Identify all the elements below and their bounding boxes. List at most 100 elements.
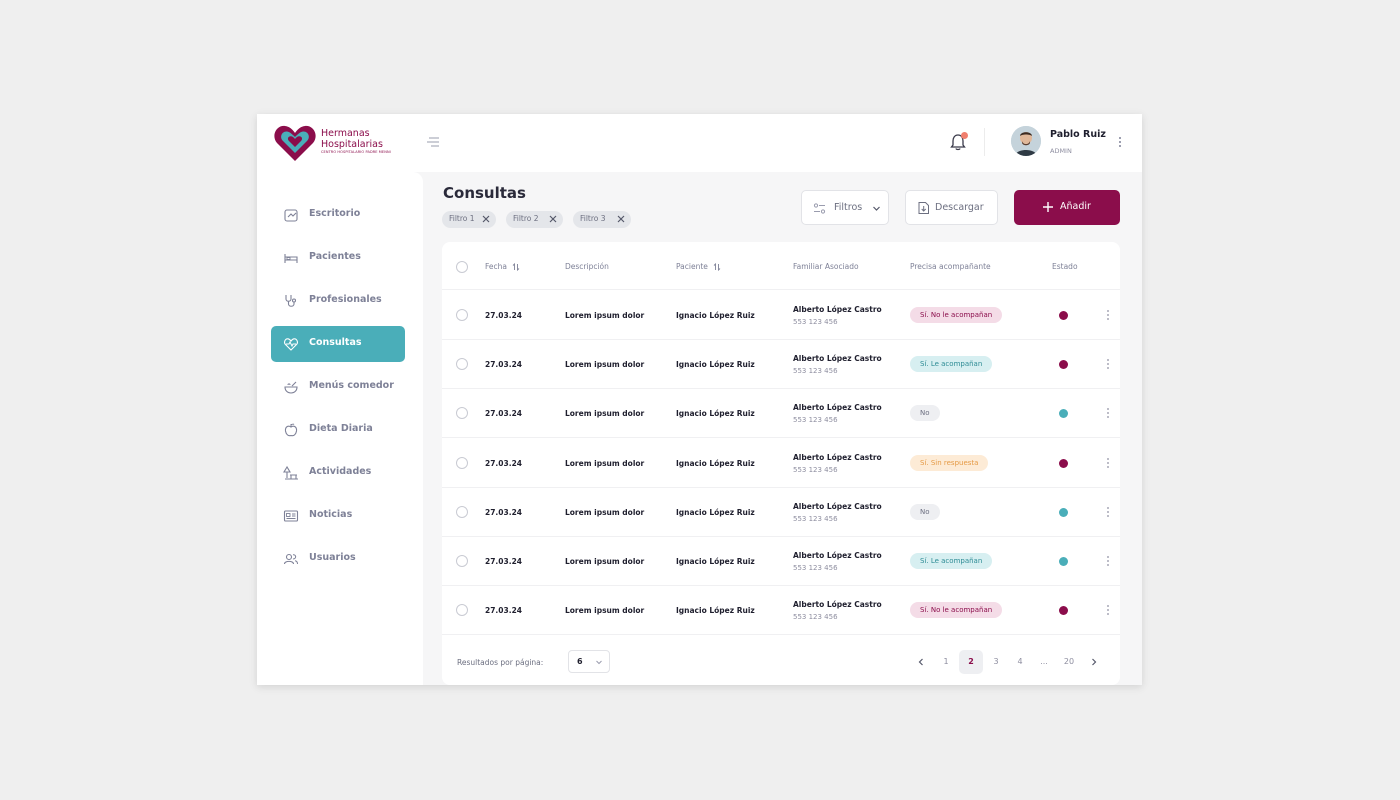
table-row[interactable]: 27.03.24 Lorem ipsum dolor Ignacio López R…: [442, 488, 1120, 537]
user-name: Pablo Ruiz: [1050, 129, 1106, 140]
row-checkbox[interactable]: [456, 456, 468, 469]
table-row[interactable]: 27.03.24 Lorem ipsum dolor Ignacio López R…: [442, 340, 1120, 390]
more-vertical-icon[interactable]: [1106, 407, 1110, 419]
row-checkbox[interactable]: [456, 505, 468, 518]
close-icon[interactable]: [617, 215, 625, 223]
sidebar-item-pacientes[interactable]: Pacientes: [271, 240, 405, 276]
filter-chip-3[interactable]: Filtro 3: [573, 211, 631, 228]
brand-name: Hermanas Hospitalarias: [321, 128, 383, 150]
companion-badge: No: [910, 405, 940, 422]
row-checkbox[interactable]: [456, 407, 468, 420]
cell-date: 27.03.24: [485, 557, 523, 566]
brand-subtitle: CENTRO HOSPITALARIO PADRE MENNI: [321, 150, 391, 154]
column-header-fecha[interactable]: Fecha: [485, 262, 520, 271]
more-vertical-icon[interactable]: [1116, 135, 1124, 149]
sidebar-item-profesionales[interactable]: Profesionales: [271, 283, 405, 319]
sidebar-item-consultas[interactable]: Consultas: [271, 326, 405, 362]
cell-patient: Ignacio López Ruiz: [676, 311, 755, 320]
filter-chip-label: Filtro 1: [449, 214, 475, 223]
companion-badge: Sí. No le acompañan: [910, 602, 1003, 619]
sliders-icon: [813, 203, 826, 214]
column-header-acompanante: Precisa acompañante: [910, 262, 991, 271]
filters-button[interactable]: Filtros: [801, 190, 889, 225]
pagination-page-20[interactable]: 20: [1063, 657, 1075, 666]
pagination-prev-button[interactable]: [909, 650, 933, 674]
bowl-icon: [284, 381, 298, 394]
filter-chip-1[interactable]: Filtro 1: [442, 211, 496, 228]
row-checkbox[interactable]: [456, 555, 468, 567]
sort-icon[interactable]: [713, 263, 721, 271]
sidebar-item-usuarios[interactable]: Usuarios: [271, 541, 405, 577]
table-row[interactable]: 27.03.24 Lorem ipsum dolor Ignacio López R…: [442, 389, 1120, 439]
table-row[interactable]: 27.03.24 Lorem ipsum dolor Ignacio López R…: [442, 439, 1120, 488]
pagination-page-4[interactable]: 4: [1017, 657, 1023, 666]
table-header: Fecha Descripción Paciente Familiar Asoc…: [442, 242, 1120, 290]
sidebar-item-label: Consultas: [309, 337, 362, 348]
cell-relative: Alberto López Castro: [793, 354, 882, 364]
filters-button-label: Filtros: [834, 202, 863, 213]
pagination-next-button[interactable]: [1082, 650, 1106, 674]
status-dot: [1059, 557, 1068, 566]
sidebar-item-escritorio[interactable]: Escritorio: [271, 197, 405, 233]
cell-date: 27.03.24: [485, 606, 523, 616]
chevron-down-icon: [596, 660, 602, 665]
pagination-page-3[interactable]: 3: [993, 657, 999, 666]
pagination-page-2[interactable]: 2: [959, 650, 983, 674]
filter-chip-2[interactable]: Filtro 2: [506, 211, 563, 228]
cell-date: 27.03.24: [485, 409, 523, 419]
row-checkbox[interactable]: [456, 309, 468, 321]
companion-badge: Sí. No le acompañan: [910, 307, 1003, 323]
cell-patient: Ignacio López Ruiz: [676, 606, 755, 616]
add-button[interactable]: Añadir: [1014, 190, 1120, 225]
more-vertical-icon[interactable]: [1106, 506, 1110, 518]
bed-icon: [284, 254, 298, 263]
table-row[interactable]: 27.03.24 Lorem ipsum dolor Ignacio López R…: [442, 291, 1120, 340]
status-dot: [1059, 360, 1068, 370]
close-icon[interactable]: [549, 215, 557, 223]
avatar[interactable]: [1011, 126, 1041, 156]
cell-patient: Ignacio López Ruiz: [676, 360, 755, 370]
sidebar-item-label: Menús comedor: [309, 380, 394, 391]
sidebar-item-dieta-diaria[interactable]: Dieta Diaria: [271, 412, 405, 448]
table-row[interactable]: 27.03.24 Lorem ipsum dolor Ignacio López R…: [442, 586, 1120, 636]
row-checkbox[interactable]: [456, 358, 468, 371]
status-dot: [1059, 507, 1068, 517]
more-vertical-icon[interactable]: [1106, 309, 1110, 321]
avatar-photo: [1011, 126, 1041, 156]
consultas-table-card: Fecha Descripción Paciente Familiar Asoc…: [442, 242, 1120, 685]
select-all-checkbox[interactable]: [456, 261, 468, 273]
cell-relative-phone: 553 123 456: [793, 416, 838, 425]
cell-relative-phone: 553 123 456: [793, 564, 838, 572]
cell-patient: Ignacio López Ruiz: [676, 458, 755, 468]
sidebar-item-actividades[interactable]: Actividades: [271, 455, 405, 491]
download-button[interactable]: Descargar: [905, 190, 998, 225]
chevron-left-icon: [918, 658, 923, 666]
desk-icon: [284, 209, 298, 222]
column-header-label: Fecha: [485, 262, 507, 271]
sidebar-item-noticias[interactable]: Noticias: [271, 498, 405, 534]
add-button-label: Añadir: [1060, 201, 1091, 212]
heart-pulse-icon: [284, 338, 298, 351]
pagination-page-1[interactable]: 1: [943, 657, 949, 666]
sidebar-item-label: Pacientes: [309, 251, 361, 262]
column-header-descripcion: Descripción: [565, 262, 609, 271]
companion-badge: Sí. Sin respuesta: [910, 454, 989, 471]
close-icon[interactable]: [482, 215, 490, 223]
chevron-right-icon: [1092, 658, 1097, 666]
status-dot: [1059, 458, 1068, 468]
newspaper-icon: [283, 510, 299, 522]
sidebar-item-menus-comedor[interactable]: Menús comedor: [271, 369, 405, 405]
table-row[interactable]: 27.03.24 Lorem ipsum dolor Ignacio López R…: [442, 537, 1120, 586]
cell-date: 27.03.24: [485, 458, 523, 468]
menu-toggle-icon[interactable]: [425, 135, 441, 149]
sidebar-item-label: Escritorio: [309, 208, 361, 219]
more-vertical-icon[interactable]: [1106, 457, 1110, 469]
more-vertical-icon[interactable]: [1106, 604, 1110, 616]
sort-icon[interactable]: [512, 263, 520, 271]
more-vertical-icon[interactable]: [1106, 358, 1110, 370]
column-header-paciente[interactable]: Paciente: [676, 262, 721, 271]
per-page-select[interactable]: 6: [568, 650, 610, 673]
more-vertical-icon[interactable]: [1106, 555, 1110, 567]
row-checkbox[interactable]: [456, 604, 468, 617]
column-header-familiar: Familiar Asociado: [793, 262, 859, 271]
